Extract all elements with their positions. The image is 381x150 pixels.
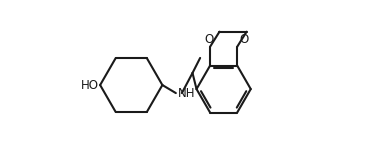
- Text: O: O: [205, 33, 214, 46]
- Text: NH: NH: [178, 87, 195, 100]
- Text: O: O: [239, 33, 248, 46]
- Text: HO: HO: [80, 79, 99, 92]
